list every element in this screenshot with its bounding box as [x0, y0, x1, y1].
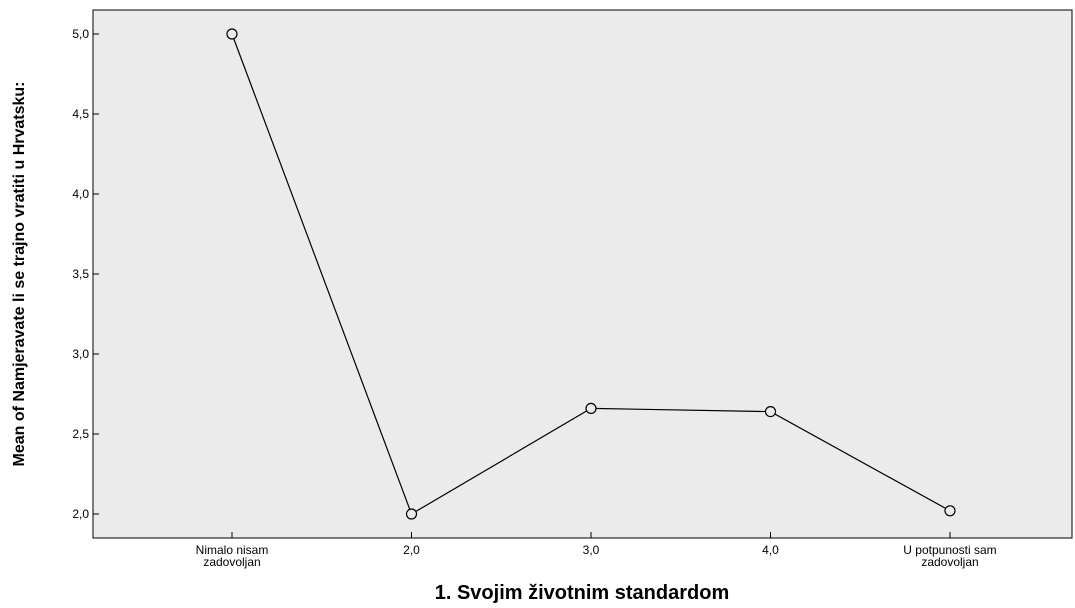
- data-point: [226, 28, 238, 40]
- y-tick-label: 2,5: [72, 427, 89, 441]
- y-tick-label: 4,0: [72, 187, 89, 201]
- y-tick-label: 3,5: [72, 267, 89, 281]
- x-tick-label: 3,0: [583, 543, 600, 557]
- x-tick-label: 2,0: [403, 543, 420, 557]
- y-tick-label: 4,5: [72, 107, 89, 121]
- data-point: [405, 508, 418, 520]
- y-axis-title: Mean of Namjeravate li se trajno vratiti…: [11, 81, 28, 466]
- x-axis-title: 1. Svojim životnim standardom: [435, 582, 730, 604]
- plot-area: [92, 9, 1073, 539]
- x-tick-label: zadovoljan: [921, 555, 978, 569]
- x-tick-label: 4,0: [762, 543, 779, 557]
- y-tick-label: 5,0: [72, 27, 89, 41]
- y-tick-label: 2,0: [72, 507, 89, 521]
- data-point: [764, 406, 777, 418]
- data-point: [944, 505, 956, 517]
- data-point: [585, 402, 597, 414]
- x-tick-label: Nimalo nisam: [196, 543, 269, 557]
- y-tick-label: 3,0: [72, 347, 89, 361]
- y-axis-ticks: 2,0 2,5 3,0 3,5 4,0 4,5 5,0: [72, 27, 99, 521]
- x-tick-label: zadovoljan: [203, 555, 260, 569]
- x-tick-label: U potpunosti sam: [903, 543, 996, 557]
- series-group: [226, 28, 956, 520]
